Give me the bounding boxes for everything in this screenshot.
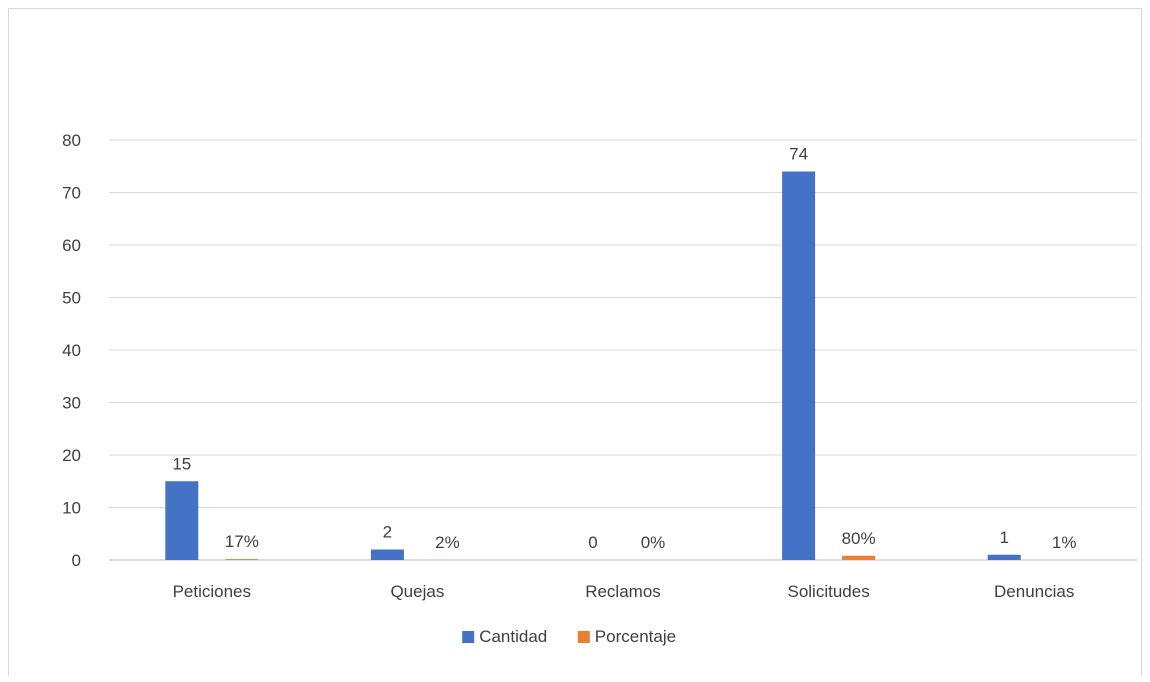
bar-cantidad-solicitudes: [782, 172, 815, 561]
data-label: 15: [172, 454, 191, 473]
bar-cantidad-denuncias: [988, 555, 1021, 560]
data-label: 1%: [1052, 533, 1077, 552]
y-tick-label: 70: [62, 184, 81, 203]
y-tick-label: 50: [62, 289, 81, 308]
x-tick-label: Peticiones: [173, 582, 251, 601]
legend-swatch-cantidad: [462, 631, 474, 643]
gridlines: [109, 140, 1137, 560]
y-tick-label: 10: [62, 499, 81, 518]
bar-porcentaje-solicitudes: [842, 556, 875, 560]
data-label: 74: [789, 145, 808, 164]
legend-swatch-porcentaje: [578, 631, 590, 643]
x-axis-ticks: Peticiones Quejas Reclamos Solicitudes Denun…: [173, 582, 1075, 601]
bar-cantidad-quejas: [371, 550, 404, 561]
y-tick-label: 20: [62, 446, 81, 465]
y-tick-label: 30: [62, 394, 81, 413]
data-label: 80%: [842, 529, 876, 548]
data-label: 1: [999, 528, 1008, 547]
y-tick-label: 40: [62, 341, 81, 360]
bars: 15 2 0 74 1 17% 2% 0% 80% 1%: [165, 145, 1080, 561]
data-label: 0%: [641, 533, 666, 552]
x-tick-label: Denuncias: [994, 582, 1074, 601]
x-tick-label: Quejas: [390, 582, 444, 601]
data-label: 2: [383, 523, 392, 542]
bar-cantidad-peticiones: [165, 481, 198, 560]
bar-porcentaje-peticiones: [225, 559, 258, 560]
x-tick-label: Solicitudes: [787, 582, 869, 601]
legend-label-porcentaje: Porcentaje: [595, 627, 676, 646]
x-tick-label: Reclamos: [585, 582, 661, 601]
y-tick-label: 60: [62, 236, 81, 255]
data-label: 17%: [225, 532, 259, 551]
y-axis-ticks: 0 10 20 30 40 50 60 70 80: [62, 131, 81, 570]
data-label: 0: [588, 533, 597, 552]
y-tick-label: 0: [72, 551, 81, 570]
legend: Cantidad Porcentaje: [462, 627, 676, 646]
y-tick-label: 80: [62, 131, 81, 150]
legend-label-cantidad: Cantidad: [479, 627, 547, 646]
data-label: 2%: [435, 533, 460, 552]
